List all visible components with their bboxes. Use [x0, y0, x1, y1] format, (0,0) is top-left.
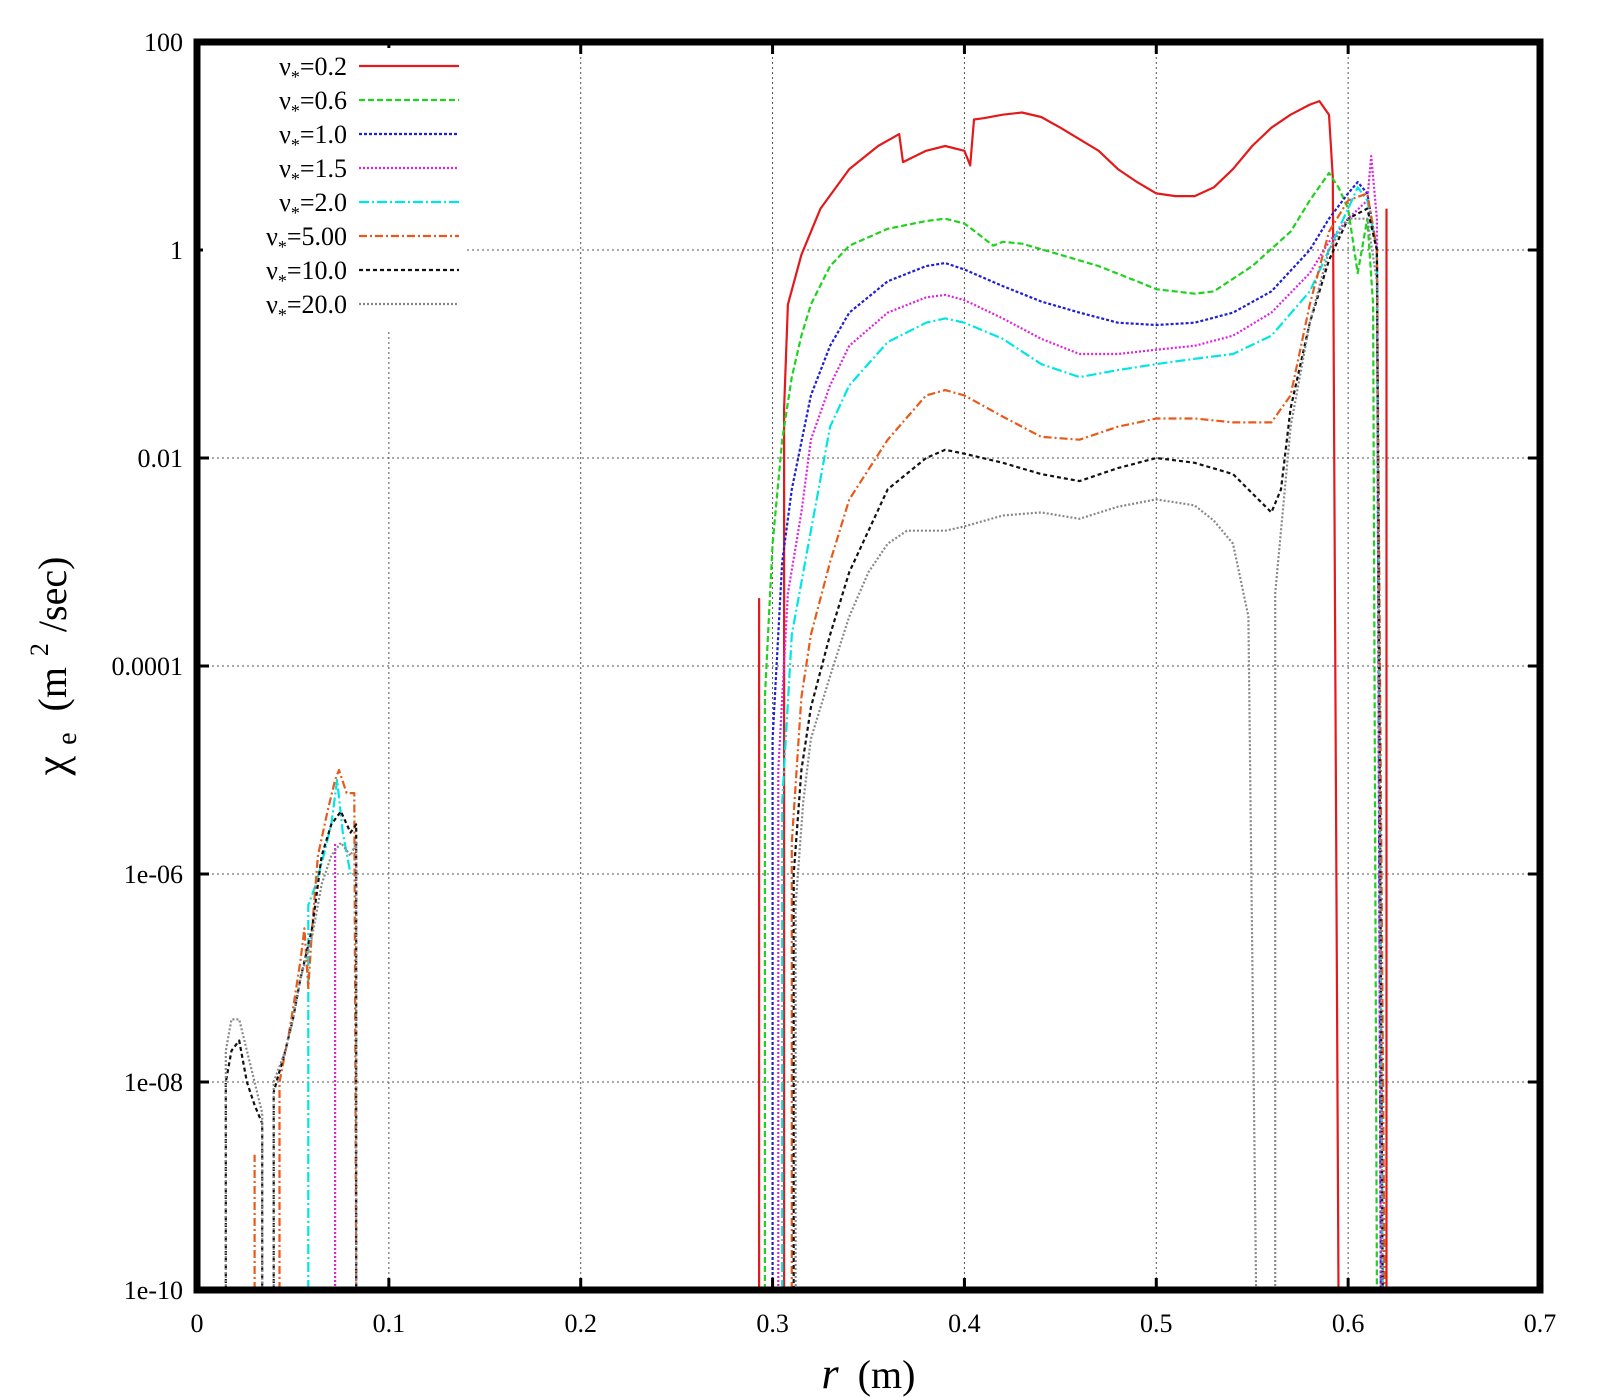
- y-tick-label: 1e-06: [124, 860, 183, 889]
- svg-text:χ e (m 2: χ e (m 2 /sec): [9, 557, 86, 777]
- series-lines: [224, 100, 1388, 1290]
- series-line: [758, 100, 1388, 1290]
- series-segment: [771, 181, 1382, 1290]
- series-segment: [272, 810, 358, 1290]
- axis-ticks: 0 0.1 0.2 0.3 0.4 0.5 0.6 0.7 1e-10 1e-08 1e-06 0.0…: [112, 28, 1557, 1338]
- series-segment: [1274, 217, 1384, 1290]
- x-tick-label: 0.2: [564, 1309, 597, 1338]
- x-axis-symbol: r: [822, 1349, 840, 1398]
- legend-label: ν*=1.0: [279, 120, 347, 155]
- y-axis-subscript: e: [52, 732, 83, 744]
- legend-label: ν*=20.0: [266, 290, 347, 325]
- x-axis-unit: (m): [858, 1352, 916, 1397]
- series-line: [771, 181, 1382, 1290]
- legend-background: [203, 48, 465, 330]
- y-tick-label: 1e-08: [124, 1068, 183, 1097]
- legend: ν*=0.2ν*=0.6ν*=1.0ν*=1.5ν*=2.0ν*=5.00ν*=…: [203, 48, 465, 330]
- series-line: [763, 171, 1378, 1290]
- x-tick-label: 0: [191, 1309, 204, 1338]
- legend-label: ν*=1.5: [279, 154, 347, 189]
- y-axis-unit-sup: 2: [25, 643, 54, 656]
- x-tick-label: 0.5: [1140, 1309, 1173, 1338]
- series-segment: [777, 155, 1382, 1290]
- y-tick-label: 0.01: [138, 444, 184, 473]
- y-tick-label: 0.0001: [112, 652, 184, 681]
- series-segment: [224, 1039, 264, 1290]
- legend-label: ν*=5.00: [266, 222, 347, 257]
- series-segment: [272, 841, 358, 1290]
- series-segment: [781, 186, 1384, 1290]
- series-line: [224, 217, 1384, 1290]
- legend-label: ν*=0.6: [279, 86, 347, 121]
- y-axis-unit-pre: (m: [30, 667, 75, 711]
- series-segment: [792, 207, 1384, 1290]
- series-line: [334, 155, 1382, 1290]
- legend-label: ν*=2.0: [279, 188, 347, 223]
- series-line: [253, 192, 1386, 1290]
- legend-label: ν*=0.2: [279, 52, 347, 87]
- x-axis-title: r (m): [822, 1349, 916, 1398]
- x-tick-label: 0.3: [756, 1309, 789, 1338]
- series-segment: [307, 779, 352, 1290]
- y-axis-symbol: χ: [27, 755, 76, 776]
- y-tick-label: 1e-10: [124, 1276, 183, 1305]
- x-tick-label: 0.6: [1332, 1309, 1365, 1338]
- series-segment: [794, 498, 1258, 1290]
- series-segment: [224, 1018, 264, 1290]
- y-axis-unit-post: /sec): [30, 557, 75, 633]
- y-tick-label: 100: [144, 28, 183, 57]
- x-tick-label: 0.4: [948, 1309, 981, 1338]
- y-axis-title: χ e (m 2 /sec): [9, 557, 86, 777]
- series-segment: [783, 100, 1340, 1290]
- series-line: [224, 207, 1384, 1290]
- series-segment: [763, 171, 1378, 1290]
- legend-label: ν*=10.0: [266, 256, 347, 291]
- x-tick-label: 0.7: [1524, 1309, 1557, 1338]
- series-segment: [790, 192, 1386, 1290]
- x-tick-label: 0.1: [373, 1309, 406, 1338]
- y-tick-label: 1: [170, 236, 183, 265]
